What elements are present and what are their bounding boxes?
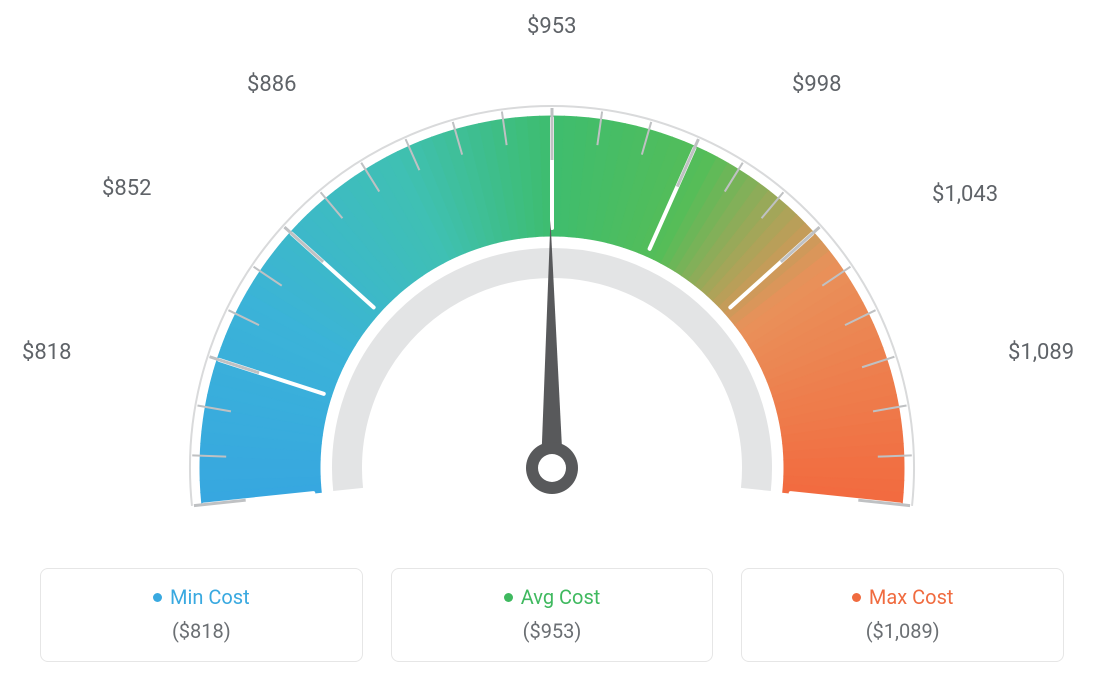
- legend-title-min-text: Min Cost: [170, 585, 250, 609]
- gauge-tick-label: $998: [792, 72, 841, 97]
- gauge-tick-label: $953: [527, 14, 576, 39]
- legend-card-min: Min Cost ($818): [40, 568, 363, 662]
- gauge-tick-label: $1,043: [932, 182, 998, 207]
- gauge-tick-label: $818: [22, 340, 71, 365]
- legend-title-max-text: Max Cost: [869, 585, 954, 609]
- dot-icon: [153, 593, 162, 602]
- legend-title-max: Max Cost: [852, 585, 954, 609]
- dot-icon: [504, 593, 513, 602]
- gauge-tick-label: $886: [247, 72, 296, 97]
- gauge-tick-label: $852: [102, 176, 151, 201]
- legend-title-min: Min Cost: [153, 585, 250, 609]
- legend-value-min: ($818): [51, 619, 352, 643]
- legend-title-avg: Avg Cost: [504, 585, 601, 609]
- legend-card-max: Max Cost ($1,089): [741, 568, 1064, 662]
- legend-card-avg: Avg Cost ($953): [391, 568, 714, 662]
- gauge-area: $818 $852 $886 $953 $998 $1,043 $1,089: [0, 8, 1104, 568]
- legend-title-avg-text: Avg Cost: [521, 585, 601, 609]
- legend-value-avg: ($953): [402, 619, 703, 643]
- legend-row: Min Cost ($818) Avg Cost ($953) Max Cost…: [40, 568, 1064, 662]
- gauge-chart-container: $818 $852 $886 $953 $998 $1,043 $1,089 Min Cos…: [0, 0, 1104, 690]
- gauge-tick-label: $1,089: [1008, 340, 1074, 365]
- dot-icon: [852, 593, 861, 602]
- legend-value-max: ($1,089): [752, 619, 1053, 643]
